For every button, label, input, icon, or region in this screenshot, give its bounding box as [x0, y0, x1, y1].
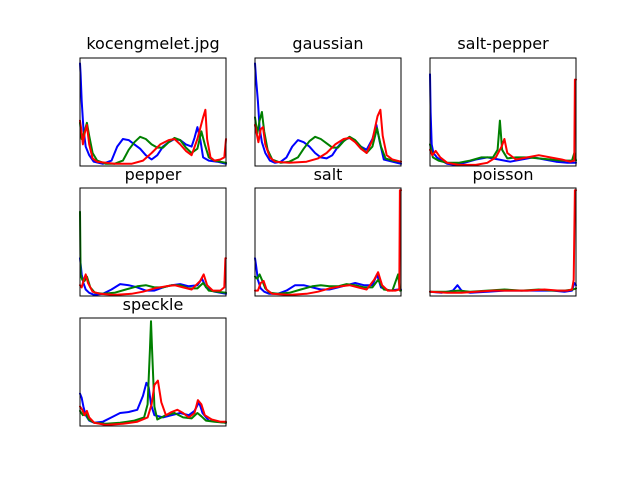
panel-pepper: pepper	[79, 165, 227, 297]
panel-title: speckle	[123, 295, 184, 314]
plot-area	[429, 189, 577, 294]
red-channel-line	[79, 108, 227, 165]
plot-area	[79, 62, 227, 165]
plot-area	[79, 210, 227, 296]
plot-area	[429, 73, 577, 166]
axes-frame	[429, 57, 577, 167]
axes-frame	[254, 187, 402, 297]
panel-title: pepper	[125, 165, 182, 184]
red-channel-line	[429, 189, 577, 294]
panel-title: salt	[314, 165, 343, 184]
panel-title: poisson	[473, 165, 534, 184]
panel-title: gaussian	[292, 34, 363, 53]
panel-speckle: speckle	[79, 295, 227, 427]
panel-title: kocengmelet.jpg	[86, 34, 219, 53]
axes-frame	[79, 317, 227, 427]
red-channel-line	[254, 108, 402, 164]
green-channel-line	[79, 121, 227, 165]
panel-poisson: poisson	[429, 165, 577, 297]
red-channel-line	[79, 257, 227, 296]
panel-gaussian: gaussian	[254, 34, 402, 167]
red-channel-line	[254, 189, 402, 296]
plot-area	[79, 320, 227, 426]
blue-channel-line	[254, 257, 402, 295]
axes-frame	[429, 187, 577, 297]
plot-area	[254, 62, 402, 165]
green-channel-line	[79, 210, 227, 295]
axes-frame	[254, 57, 402, 167]
red-channel-line	[429, 78, 577, 166]
panel-salt: salt	[254, 165, 402, 297]
axes-frame	[79, 187, 227, 297]
panel-salt-pepper: salt-pepper	[429, 34, 577, 167]
panel-kocengmelet: kocengmelet.jpg	[79, 34, 227, 167]
red-channel-line	[79, 379, 227, 426]
panel-title: salt-pepper	[457, 34, 549, 53]
green-channel-line	[254, 111, 402, 164]
plot-area	[254, 189, 402, 296]
axes-frame	[79, 57, 227, 167]
blue-channel-line	[79, 62, 227, 165]
